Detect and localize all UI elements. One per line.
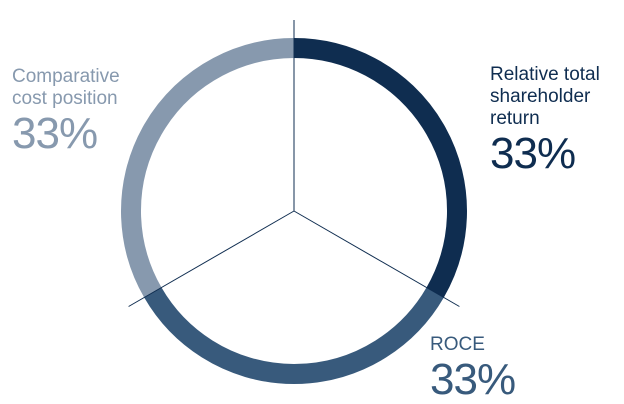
slice-name: Relative total shareholder return: [490, 64, 600, 129]
slice-percentage: 33%: [12, 108, 98, 158]
slice-label-roce: ROCE 33%: [430, 334, 516, 404]
slice-label-cost-position: Comparative cost position 33%: [12, 66, 120, 156]
slice-label-shareholder-return: Relative total shareholder return 33%: [490, 64, 600, 176]
slice-name: Comparative cost position: [12, 66, 120, 109]
ring-segment-2: [121, 38, 295, 298]
slice-dividers: [128, 20, 460, 307]
ring-segments: [121, 38, 467, 384]
ring-segment-0: [293, 38, 467, 298]
ring-segment-1: [144, 287, 444, 384]
divider-line-2: [128, 210, 295, 307]
slice-percentage: 33%: [430, 354, 516, 404]
slice-name: ROCE: [430, 334, 485, 355]
slice-percentage: 33%: [490, 128, 576, 178]
divider-line-1: [293, 210, 460, 307]
